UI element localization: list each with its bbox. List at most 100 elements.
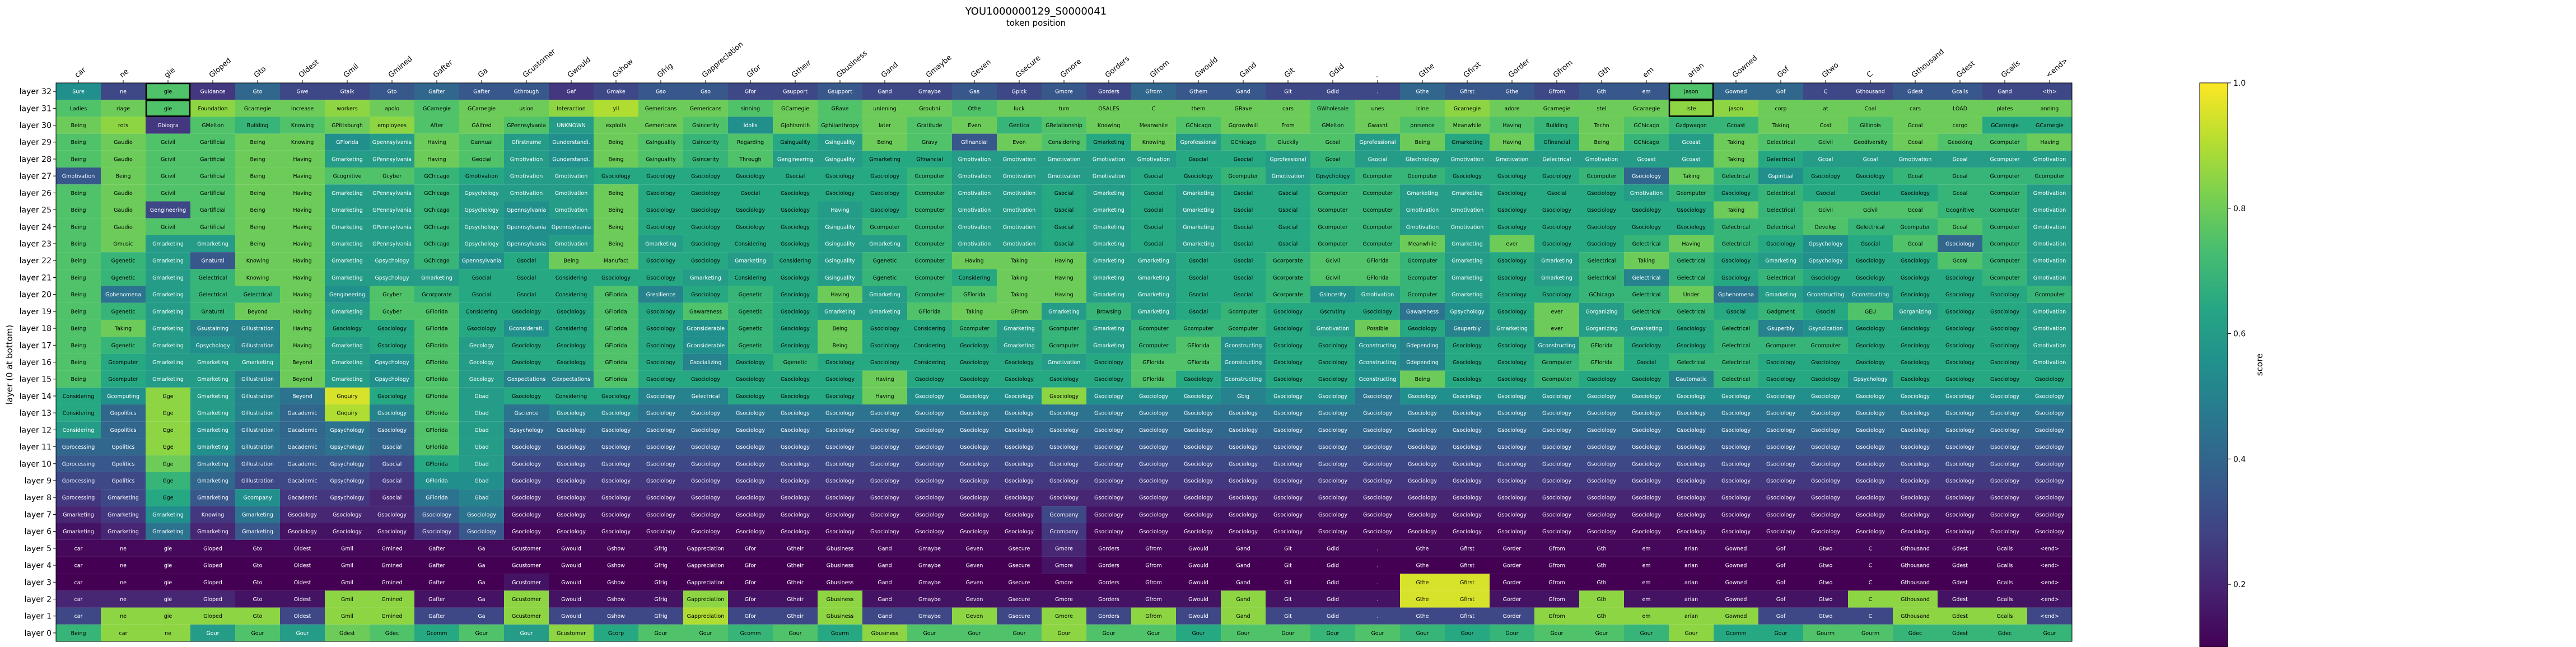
cell-token-label: em [1642, 580, 1650, 586]
heatmap-cell [1310, 201, 1355, 218]
heatmap-cell [638, 184, 683, 202]
heatmap-cell [1131, 302, 1176, 320]
heatmap-cell [504, 184, 549, 202]
heatmap-cell [235, 472, 280, 490]
cell-token-label: Increase [291, 106, 314, 112]
heatmap-cell [1624, 201, 1669, 218]
cell-token-label: Gmotivation [1451, 224, 1483, 230]
cell-token-label: Gtwo [1819, 546, 1833, 552]
heatmap-cell [56, 590, 101, 608]
heatmap-cell [728, 133, 773, 151]
cell-token-label: Gsociology [736, 512, 765, 518]
cell-token-label: Gsociology [691, 529, 720, 535]
cell-token-label: Gsociology [1721, 393, 1751, 399]
cell-token-label: Gsociology [1856, 512, 1885, 518]
heatmap-cell [683, 387, 728, 405]
cell-token-label: Gmarketing [197, 241, 228, 248]
heatmap-cell [459, 506, 504, 523]
heatmap-cell [997, 421, 1042, 439]
heatmap-cell [280, 319, 325, 337]
cell-token-label: em [1642, 546, 1650, 552]
cell-token-label: Gunderstandi. [552, 139, 590, 146]
heatmap-cell [370, 438, 414, 455]
heatmap-cell [280, 370, 325, 388]
cell-token-label: Gmarketing [869, 309, 900, 315]
cell-token-label: Gand [878, 580, 892, 586]
heatmap-cell [1445, 353, 1490, 371]
cell-token-label: Gmarketing [197, 478, 228, 484]
cell-token-label: Gsociology [1901, 292, 1930, 298]
heatmap-cell [2027, 184, 2072, 202]
cell-token-label: Gdid [1327, 89, 1339, 95]
cell-token-label: Gelectrical [1767, 139, 1795, 146]
heatmap-cell [1355, 117, 1400, 134]
cell-token-label: Gsociology [1811, 478, 1840, 484]
cell-token-label: Gcyber [382, 309, 402, 315]
heatmap-cell [1714, 556, 1758, 574]
cell-token-label: Gsociology [1945, 461, 1975, 467]
heatmap-cell [2027, 404, 2072, 422]
heatmap-cell [549, 574, 594, 591]
cell-token-label: Gmarketing [1138, 292, 1169, 298]
cell-token-label: Gmotivation [2033, 190, 2066, 197]
cell-token-label: Gtheir [787, 580, 804, 586]
heatmap-cell [1355, 506, 1400, 523]
cell-token-label: Gsociology [915, 376, 944, 383]
cell-token-label: Gsociology [1139, 478, 1168, 484]
heatmap-cell [1266, 117, 1310, 134]
heatmap-cell [1355, 523, 1400, 540]
heatmap-cell [638, 523, 683, 540]
cell-token-label: Gsociology [1632, 461, 1661, 467]
cell-token-label: Being [71, 360, 86, 366]
heatmap-cell [1669, 337, 1714, 354]
heatmap-cell [504, 269, 549, 286]
cell-token-label: Gpsychology [464, 190, 499, 197]
heatmap-cell [1042, 167, 1086, 185]
cell-token-label: Gsociology [557, 529, 586, 535]
heatmap-cell [594, 235, 638, 253]
heatmap-cell [1534, 556, 1579, 574]
heatmap-cell [997, 83, 1042, 100]
heatmap-cell [773, 523, 818, 540]
heatmap-cell [818, 100, 862, 117]
cell-token-label: Gsociology [1856, 444, 1885, 450]
cell-token-label: Gfor [745, 613, 757, 620]
cell-token-label: Gaudio [114, 190, 133, 197]
cell-token-label: Gsociology [1453, 376, 1482, 383]
heatmap-cell [1758, 167, 1803, 185]
heatmap-cell [1893, 235, 1938, 253]
cell-token-label: Gsociology [512, 444, 541, 450]
cell-token-label: ne [120, 89, 127, 95]
cell-token-label: Gtheir [787, 597, 804, 603]
cell-token-label: Gof [1776, 580, 1786, 586]
cell-token-label: Gsociology [1453, 512, 1482, 518]
cell-token-label: Gelectrical [1722, 224, 1751, 230]
cell-token-label: Gsociology [557, 411, 586, 417]
heatmap-cell [1758, 404, 1803, 422]
heatmap-cell [1758, 590, 1803, 608]
heatmap-cell [1310, 404, 1355, 422]
heatmap-cell [459, 337, 504, 354]
heatmap-cell [638, 167, 683, 185]
cell-token-label: Gsociology [825, 495, 855, 501]
heatmap-cell [56, 438, 101, 455]
cell-token-label: Having [293, 190, 311, 197]
heatmap-cell [325, 624, 370, 641]
heatmap-cell [818, 218, 862, 235]
cell-token-label: Gsupport [828, 89, 852, 95]
cell-token-label: Gsociology [1273, 495, 1303, 501]
heatmap-cell [1131, 421, 1176, 439]
heatmap-cell [1893, 472, 1938, 490]
cell-token-label: Gsociology [736, 478, 765, 484]
cell-token-label: Gdest [1952, 630, 1968, 636]
heatmap-cell [952, 489, 997, 506]
heatmap-cell [1534, 607, 1579, 625]
cell-token-label: Gsociology [1766, 241, 1795, 248]
cell-token-label: Gsociology [960, 512, 989, 518]
cell-token-label: Gof [1776, 89, 1786, 95]
heatmap-cell [414, 387, 459, 405]
heatmap-cell [638, 150, 683, 168]
cell-token-label: Gsustaining [197, 326, 228, 332]
cell-token-label: cargo [1953, 123, 1968, 129]
